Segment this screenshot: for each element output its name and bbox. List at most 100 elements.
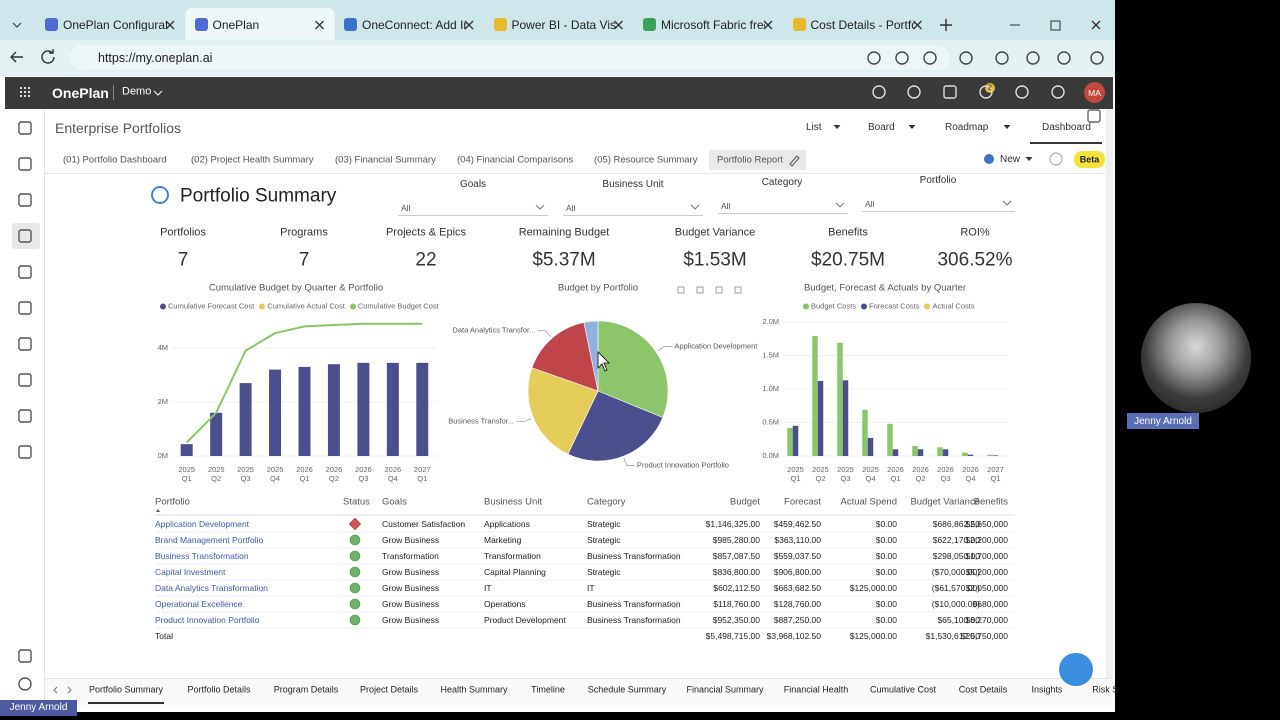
bar bbox=[967, 454, 974, 456]
filter-dropdown[interactable] bbox=[398, 199, 548, 216]
url-field[interactable] bbox=[70, 45, 950, 70]
view-switch[interactable]: Board bbox=[868, 122, 895, 133]
x-tick-label: 2026 Q3 bbox=[355, 465, 372, 483]
column-header[interactable]: Actual Spend bbox=[840, 496, 897, 508]
view-switch[interactable]: Dashboard bbox=[1042, 122, 1091, 133]
bar bbox=[269, 369, 282, 456]
column-header[interactable]: Status bbox=[343, 496, 370, 508]
new-button[interactable]: New bbox=[1000, 154, 1021, 165]
table-cell[interactable]: Brand Management Portfolio bbox=[155, 534, 264, 545]
table-cell[interactable]: Business Transformation bbox=[155, 550, 249, 561]
browser-tab[interactable]: OnePlan bbox=[212, 19, 260, 31]
browser-tab[interactable]: Power BI - Data Visu bbox=[511, 19, 616, 31]
waffle-dot bbox=[24, 95, 26, 97]
column-header[interactable]: Forecast bbox=[784, 496, 821, 508]
report-page-tab[interactable]: Cumulative Cost bbox=[869, 684, 937, 695]
x-tick-label: 2025 Q2 bbox=[812, 465, 829, 483]
url-text[interactable]: https://my.oneplan.ai bbox=[98, 50, 213, 65]
workspace[interactable]: Demo bbox=[122, 85, 152, 98]
visual-tool bbox=[677, 286, 685, 294]
browser-tab[interactable]: OnePlan Configurati bbox=[63, 19, 167, 31]
report-tab[interactable]: Portfolio Report bbox=[717, 154, 784, 166]
presenter-name: Jenny Arnold bbox=[1134, 415, 1192, 427]
report-tab[interactable]: (01) Portfolio Dashboard bbox=[63, 154, 167, 166]
report-page-tab[interactable]: Health Summary bbox=[440, 684, 508, 695]
table-cell: $663,682.50 bbox=[773, 582, 821, 593]
column-header[interactable]: Goals bbox=[382, 496, 407, 508]
status-icon bbox=[349, 582, 361, 594]
report-page-tab[interactable]: Insights bbox=[1031, 684, 1063, 695]
report-tab[interactable]: (02) Project Health Summary bbox=[191, 154, 314, 166]
help-button[interactable] bbox=[1059, 653, 1093, 686]
report-page-tab[interactable]: Financial Health bbox=[783, 684, 849, 695]
pie-slice bbox=[597, 320, 669, 418]
table-cell[interactable]: Product Innovation Portfolio bbox=[155, 614, 260, 625]
report-page-tab[interactable]: Program Details bbox=[273, 684, 339, 695]
view-switch[interactable]: Roadmap bbox=[945, 122, 989, 133]
report-page-tab[interactable]: Project Details bbox=[359, 684, 419, 695]
column-header[interactable]: Portfolio bbox=[155, 496, 190, 508]
browser-tab[interactable]: Microsoft Fabric free bbox=[661, 19, 765, 31]
browser-tab[interactable]: OneConnect: Add Int bbox=[362, 19, 466, 31]
edit-icon bbox=[789, 155, 800, 167]
column-header[interactable]: Budget Variance bbox=[910, 496, 980, 508]
view-switch[interactable]: List bbox=[806, 122, 822, 133]
browser-tab[interactable]: Cost Details - Portfol bbox=[810, 19, 915, 31]
report-tab[interactable]: (03) Financial Summary bbox=[335, 154, 436, 166]
active-tab[interactable] bbox=[184, 8, 335, 40]
rail-active bbox=[12, 223, 40, 249]
table-cell[interactable]: Operational Excellence bbox=[155, 598, 243, 609]
nav-icon bbox=[18, 193, 32, 207]
report-page-tab[interactable]: Risk S bbox=[1092, 684, 1119, 695]
report-page-tab[interactable]: Financial Summary bbox=[686, 684, 764, 695]
tab-close bbox=[165, 20, 175, 30]
bar bbox=[210, 412, 223, 456]
nav-icon bbox=[18, 445, 32, 459]
column-header[interactable]: Business Unit bbox=[484, 496, 543, 508]
filter-value[interactable]: All bbox=[865, 198, 875, 209]
avatar-initials[interactable]: MA bbox=[1088, 87, 1101, 98]
legend-label: Cumulative Budget Cost bbox=[357, 301, 439, 311]
filter-dropdown[interactable] bbox=[718, 197, 848, 214]
table-cell: Strategic bbox=[587, 534, 621, 545]
report-page-tab[interactable]: Cost Details bbox=[958, 684, 1008, 695]
table-cell[interactable]: Capital Investment bbox=[155, 566, 226, 577]
report-page-tab[interactable]: Schedule Summary bbox=[587, 684, 667, 695]
header-icon bbox=[872, 85, 886, 99]
browser-tool bbox=[1090, 51, 1104, 65]
filter-chevron bbox=[535, 204, 545, 210]
y-tick-label: 0.5M bbox=[762, 417, 779, 426]
report-tab[interactable]: (04) Financial Comparisons bbox=[457, 154, 574, 166]
reload bbox=[41, 49, 55, 64]
table-cell[interactable]: Application Development bbox=[155, 518, 250, 529]
status-icon bbox=[349, 614, 361, 626]
bar bbox=[837, 342, 843, 456]
nav-icon bbox=[18, 677, 32, 691]
filter-dropdown[interactable] bbox=[862, 195, 1015, 212]
column-header[interactable]: Category bbox=[587, 496, 626, 508]
report-tab[interactable]: (05) Resource Summary bbox=[594, 154, 698, 166]
filter-value[interactable]: All bbox=[721, 200, 731, 211]
browser-tool bbox=[995, 51, 1009, 65]
legend-label: Forecast Costs bbox=[869, 301, 920, 311]
report-page-tab[interactable]: Portfolio Details bbox=[187, 684, 251, 695]
tab-favicon bbox=[344, 18, 357, 31]
column-header[interactable]: Benefits bbox=[973, 496, 1008, 508]
back bbox=[10, 51, 23, 63]
x-tick-label: 2026 Q1 bbox=[296, 465, 313, 483]
table-cell[interactable]: Data Analytics Transformation bbox=[155, 582, 268, 593]
line bbox=[186, 322, 423, 444]
x-tick-label: 2026 Q2 bbox=[912, 465, 929, 483]
filter-dropdown[interactable] bbox=[563, 199, 703, 216]
filter-value[interactable]: All bbox=[401, 202, 411, 213]
brand[interactable]: OnePlan bbox=[52, 85, 109, 101]
bar bbox=[937, 447, 943, 456]
column-header[interactable]: Budget bbox=[729, 496, 760, 508]
report-page-tab[interactable]: Portfolio Summary bbox=[88, 684, 164, 695]
x-tick-label: 2027 Q1 bbox=[987, 465, 1004, 483]
bar bbox=[357, 362, 370, 456]
report-page-tab[interactable]: Timeline bbox=[531, 684, 565, 695]
filter-value[interactable]: All bbox=[566, 202, 576, 213]
workspace-chevron bbox=[153, 90, 163, 96]
active-view-underline bbox=[1030, 142, 1102, 144]
